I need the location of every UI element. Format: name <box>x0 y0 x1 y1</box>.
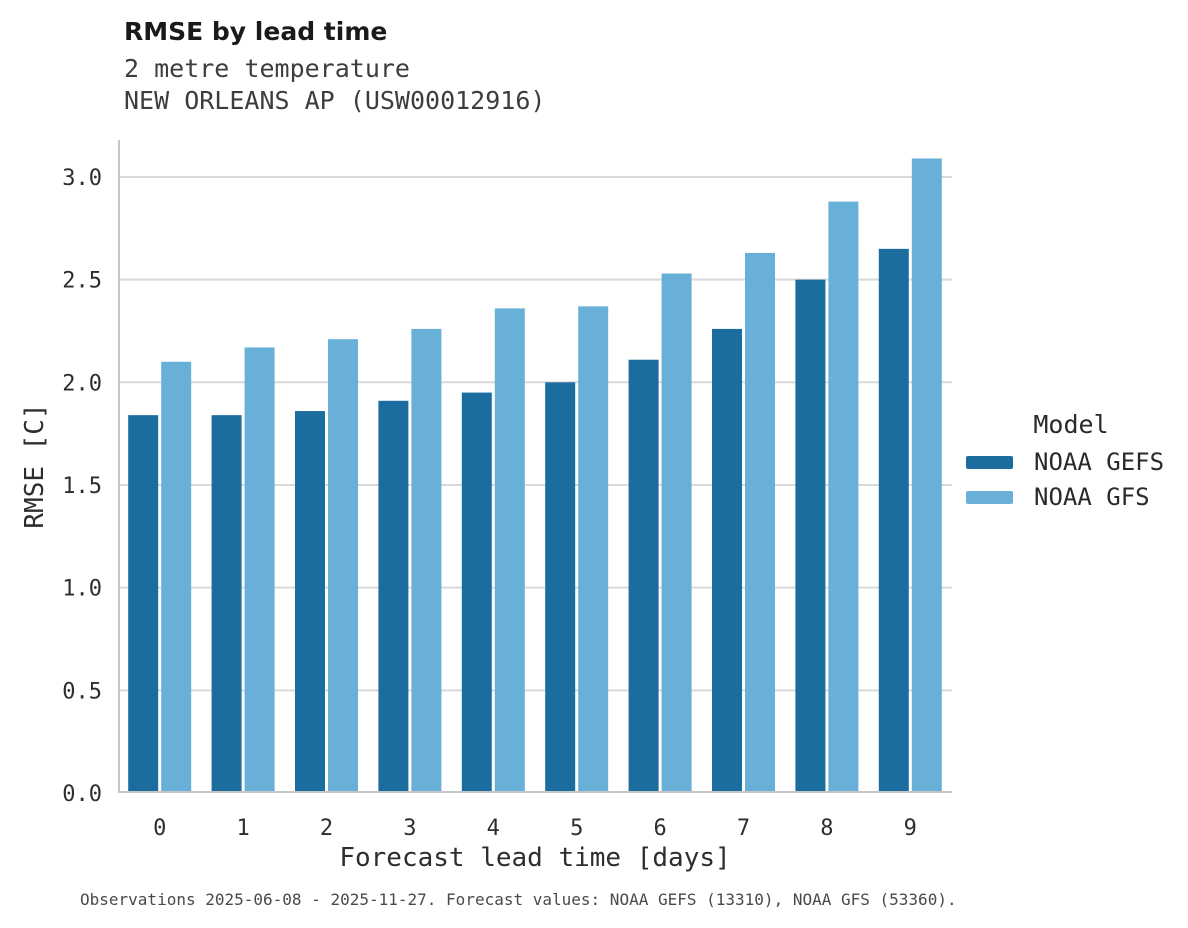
x-tick-label-3: 3 <box>403 816 416 841</box>
x-tick-label-7: 7 <box>737 816 750 841</box>
bar-noaa-gefs-day-3 <box>378 400 409 793</box>
x-tick-label-8: 8 <box>820 816 833 841</box>
bar-noaa-gfs-day-5 <box>578 306 609 793</box>
chart-title: RMSE by lead time <box>124 17 388 46</box>
legend-swatch-noaa-gefs <box>966 455 1013 469</box>
y-tick-label-0.0: 0.0 <box>62 782 102 807</box>
x-tick-label-9: 9 <box>904 816 917 841</box>
bar-noaa-gfs-day-1 <box>244 347 275 793</box>
bar-noaa-gefs-day-2 <box>295 411 325 793</box>
x-tick-label-1: 1 <box>236 816 249 841</box>
y-tick-label-3.0: 3.0 <box>62 166 102 191</box>
bar-noaa-gefs-day-1 <box>211 415 242 793</box>
legend-entry-noaa-gefs: NOAA GEFS <box>966 448 1176 476</box>
bar-noaa-gefs-day-6 <box>628 359 659 793</box>
legend-label-noaa-gfs: NOAA GFS <box>1034 483 1150 511</box>
bar-noaa-gefs-day-9 <box>878 248 909 793</box>
y-tick-label-2.5: 2.5 <box>62 269 102 294</box>
legend-entry-noaa-gfs: NOAA GFS <box>966 483 1176 511</box>
bar-noaa-gfs-day-3 <box>411 328 442 793</box>
bar-noaa-gfs-day-2 <box>328 339 358 793</box>
title-block: RMSE by lead time 2 metre temperature NE… <box>124 16 545 117</box>
y-tick-label-2.0: 2.0 <box>62 371 102 396</box>
x-tick-label-5: 5 <box>570 816 583 841</box>
legend-label-noaa-gefs: NOAA GEFS <box>1034 448 1165 476</box>
y-axis-label: RMSE [C] <box>20 403 50 529</box>
bar-noaa-gefs-day-4 <box>461 392 492 793</box>
y-tick-label-1.0: 1.0 <box>62 577 102 602</box>
bar-noaa-gefs-day-7 <box>712 328 742 793</box>
bar-noaa-gefs-day-5 <box>545 382 576 793</box>
bar-noaa-gfs-day-8 <box>828 201 859 794</box>
x-tick-label-6: 6 <box>653 816 666 841</box>
plot-svg: 0.0 0.5 1.0 1.5 2.0 2.5 3.0 0 1 2 3 4 5 6 7 8 9 <box>62 140 952 841</box>
legend: Model NOAA GEFS NOAA GFS <box>966 410 1176 520</box>
bar-noaa-gfs-day-4 <box>494 308 525 793</box>
bar-noaa-gfs-day-9 <box>911 158 942 793</box>
y-tick-label-1.5: 1.5 <box>62 474 102 499</box>
bar-noaa-gfs-day-7 <box>745 252 775 793</box>
x-axis-label: Forecast lead time [days] <box>339 843 731 873</box>
x-tick-label-4: 4 <box>487 816 500 841</box>
bar-noaa-gfs-day-6 <box>661 273 692 793</box>
y-tick-label-0.5: 0.5 <box>62 679 102 704</box>
bar-noaa-gefs-day-8 <box>795 279 826 793</box>
legend-title: Model <box>1033 410 1109 439</box>
legend-swatch-noaa-gfs <box>966 490 1013 504</box>
chart-subtitle-station: NEW ORLEANS AP (USW00012916) <box>124 86 546 115</box>
chart-subtitle-variable: 2 metre temperature <box>124 54 410 83</box>
x-tick-label-0: 0 <box>153 816 166 841</box>
bar-noaa-gefs-day-0 <box>128 415 159 793</box>
caption: Observations 2025-06-08 - 2025-11-27. Fo… <box>80 890 957 909</box>
bar-noaa-gfs-day-0 <box>161 361 192 793</box>
x-tick-label-2: 2 <box>320 816 333 841</box>
